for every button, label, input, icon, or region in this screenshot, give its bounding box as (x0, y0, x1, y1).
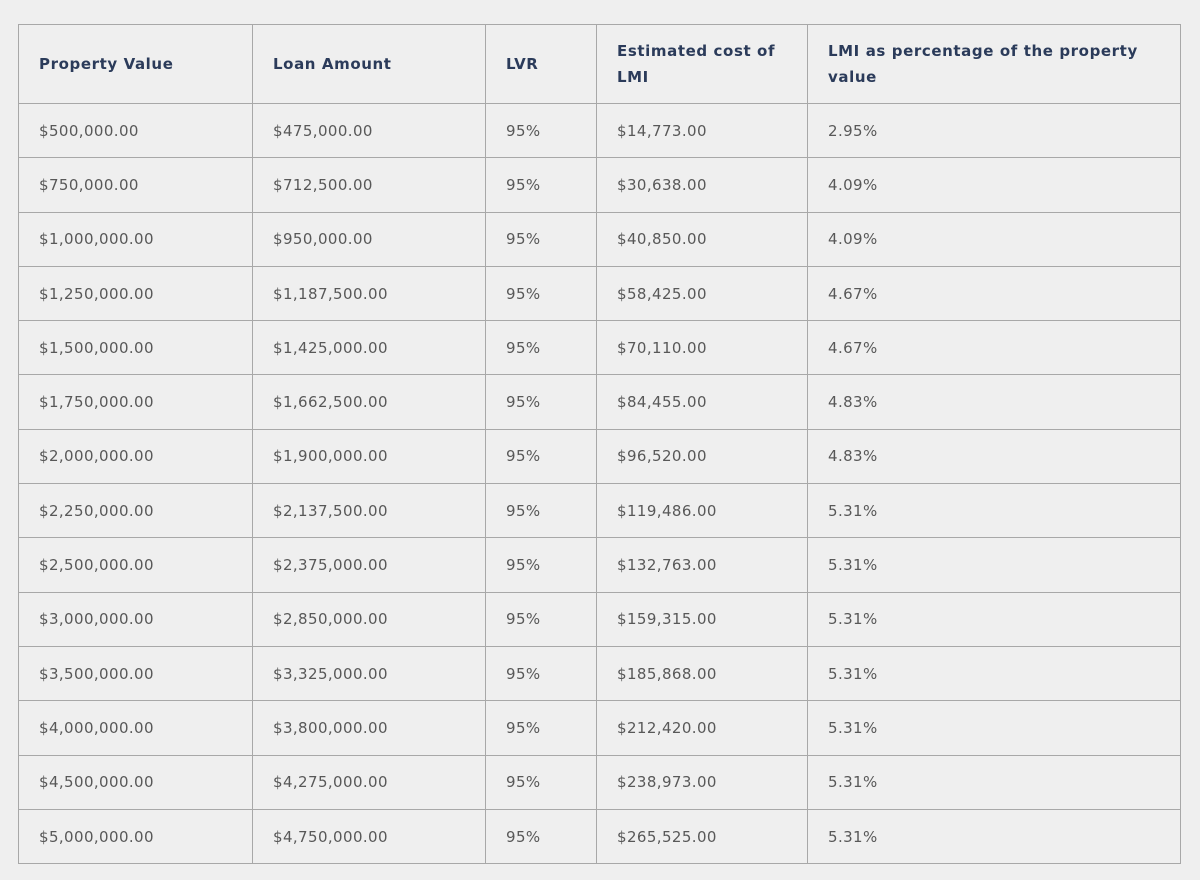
table-cell: $1,500,000.00 (18, 320, 253, 376)
table-row: $5,000,000.00 $4,750,000.00 95% $265,525.00… (18, 808, 1181, 865)
table-cell: 95% (485, 374, 597, 430)
table-row: $2,500,000.00 $2,375,000.00 95% $132,763.00… (18, 537, 1181, 593)
table-cell: $4,750,000.00 (252, 808, 486, 865)
table-cell: $1,662,500.00 (252, 374, 486, 430)
table-cell: $3,000,000.00 (18, 591, 253, 647)
table-cell: 5.31% (807, 483, 1181, 539)
table-cell: 95% (485, 102, 597, 159)
table-cell: $265,525.00 (596, 808, 808, 865)
table-cell: $96,520.00 (596, 428, 808, 485)
table-cell: 95% (485, 645, 597, 702)
table-cell: $1,900,000.00 (252, 428, 486, 485)
table-cell: $185,868.00 (596, 645, 808, 702)
table-cell: $3,325,000.00 (252, 645, 486, 702)
table-row: $1,500,000.00 $1,425,000.00 95% $70,110.00 4… (18, 320, 1181, 376)
table-cell: $2,375,000.00 (252, 537, 486, 593)
lmi-table: Property Value Loan Amount LVR Estimated co… (18, 24, 1181, 865)
table-row: $3,500,000.00 $3,325,000.00 95% $185,868.00… (18, 645, 1181, 702)
table-cell: 5.31% (807, 591, 1181, 647)
table-cell: 4.67% (807, 320, 1181, 376)
table-cell: $1,425,000.00 (252, 320, 486, 376)
table-cell: 95% (485, 320, 597, 376)
table-row: $2,000,000.00 $1,900,000.00 95% $96,520.00 4… (18, 428, 1181, 485)
table-cell: 4.67% (807, 265, 1181, 322)
table-row: $1,250,000.00 $1,187,500.00 95% $58,425.00 4… (18, 265, 1181, 322)
table-cell: $500,000.00 (18, 102, 253, 159)
table-cell: 95% (485, 700, 597, 756)
table-cell: 5.31% (807, 808, 1181, 865)
table-cell: $2,137,500.00 (252, 483, 486, 539)
table-cell: 4.83% (807, 374, 1181, 430)
table-cell: 5.31% (807, 754, 1181, 810)
table-cell: $3,500,000.00 (18, 645, 253, 702)
column-header: LVR (485, 24, 597, 104)
column-header: Loan Amount (252, 24, 486, 104)
table-row: $3,000,000.00 $2,850,000.00 95% $159,315.00… (18, 591, 1181, 647)
table-cell: $84,455.00 (596, 374, 808, 430)
table-cell: $70,110.00 (596, 320, 808, 376)
table-cell: $119,486.00 (596, 483, 808, 539)
table-cell: $1,750,000.00 (18, 374, 253, 430)
table-row: $2,250,000.00 $2,137,500.00 95% $119,486.00… (18, 483, 1181, 539)
table-cell: 95% (485, 483, 597, 539)
table-cell: 4.09% (807, 157, 1181, 213)
table-cell: $238,973.00 (596, 754, 808, 810)
table-cell: $2,000,000.00 (18, 428, 253, 485)
table-cell: $4,500,000.00 (18, 754, 253, 810)
table-cell: 95% (485, 428, 597, 485)
column-header: Property Value (18, 24, 253, 104)
table-cell: $1,187,500.00 (252, 265, 486, 322)
table-cell: 4.09% (807, 211, 1181, 267)
table-cell: 5.31% (807, 645, 1181, 702)
table-cell: $40,850.00 (596, 211, 808, 267)
table-row: $500,000.00 $475,000.00 95% $14,773.00 2.95% (18, 102, 1181, 159)
table-cell: $1,250,000.00 (18, 265, 253, 322)
table-row: $1,000,000.00 $950,000.00 95% $40,850.00 4.0… (18, 211, 1181, 267)
table-cell: $475,000.00 (252, 102, 486, 159)
column-header: Estimated cost of LMI (596, 24, 808, 104)
table-cell: 2.95% (807, 102, 1181, 159)
table-cell: $2,500,000.00 (18, 537, 253, 593)
table-cell: 5.31% (807, 537, 1181, 593)
table-cell: 95% (485, 591, 597, 647)
table-cell: $14,773.00 (596, 102, 808, 159)
table-cell: $1,000,000.00 (18, 211, 253, 267)
table-cell: 95% (485, 537, 597, 593)
table-cell: $58,425.00 (596, 265, 808, 322)
table-cell: $3,800,000.00 (252, 700, 486, 756)
table-cell: $750,000.00 (18, 157, 253, 213)
table-cell: $212,420.00 (596, 700, 808, 756)
table-cell: 95% (485, 808, 597, 865)
table-cell: $4,000,000.00 (18, 700, 253, 756)
table-cell: 4.83% (807, 428, 1181, 485)
table-cell: 95% (485, 265, 597, 322)
table-row: $4,000,000.00 $3,800,000.00 95% $212,420.00… (18, 700, 1181, 756)
table-row: $750,000.00 $712,500.00 95% $30,638.00 4.09% (18, 157, 1181, 213)
table-cell: $950,000.00 (252, 211, 486, 267)
table-cell: $159,315.00 (596, 591, 808, 647)
table-cell: 95% (485, 211, 597, 267)
table-cell: $712,500.00 (252, 157, 486, 213)
table-cell: 95% (485, 754, 597, 810)
table-cell: 95% (485, 157, 597, 213)
table-cell: $132,763.00 (596, 537, 808, 593)
header-row: Property Value Loan Amount LVR Estimated co… (18, 24, 1181, 104)
table-body: $500,000.00 $475,000.00 95% $14,773.00 2.95%… (18, 102, 1181, 865)
table-cell: $5,000,000.00 (18, 808, 253, 865)
table-row: $1,750,000.00 $1,662,500.00 95% $84,455.00 4… (18, 374, 1181, 430)
table-cell: $2,250,000.00 (18, 483, 253, 539)
table-row: $4,500,000.00 $4,275,000.00 95% $238,973.00… (18, 754, 1181, 810)
column-header: LMI as percentage of the property value (807, 24, 1181, 104)
table-cell: $30,638.00 (596, 157, 808, 213)
table-cell: $4,275,000.00 (252, 754, 486, 810)
table-cell: $2,850,000.00 (252, 591, 486, 647)
table-header: Property Value Loan Amount LVR Estimated co… (18, 24, 1181, 104)
table-cell: 5.31% (807, 700, 1181, 756)
